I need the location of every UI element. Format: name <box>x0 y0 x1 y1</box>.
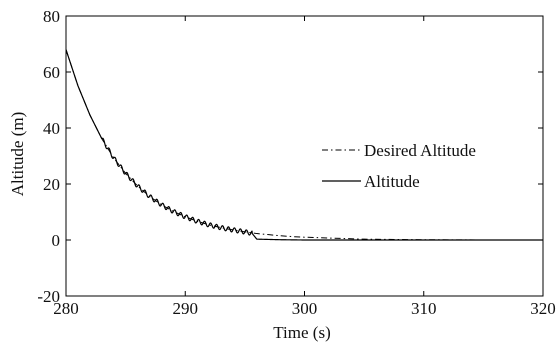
y-axis-label: Altitude (m) <box>8 112 27 197</box>
x-tick-label: 320 <box>530 299 556 318</box>
y-tick-label: 20 <box>43 175 60 194</box>
x-tick-label: 300 <box>292 299 318 318</box>
y-tick-label: 40 <box>43 119 60 138</box>
y-tick-label: 0 <box>52 231 61 250</box>
x-tick-label: 310 <box>411 299 437 318</box>
x-axis-label: Time (s) <box>273 323 330 342</box>
x-tick-label: 290 <box>173 299 199 318</box>
legend-label-altitude: Altitude <box>364 172 420 191</box>
series-line-altitude <box>65 49 544 241</box>
axis-ticks <box>65 15 544 297</box>
y-tick-label: 60 <box>43 63 60 82</box>
x-tick-label: 280 <box>53 299 79 318</box>
tick-labels: 280 290 300 310 320 -20 0 20 40 60 80 <box>37 7 555 318</box>
legend: Desired Altitude Altitude <box>322 141 476 191</box>
y-tick-label: 80 <box>43 7 60 26</box>
legend-label-desired-altitude: Desired Altitude <box>364 141 476 160</box>
y-tick-label: -20 <box>37 287 60 306</box>
